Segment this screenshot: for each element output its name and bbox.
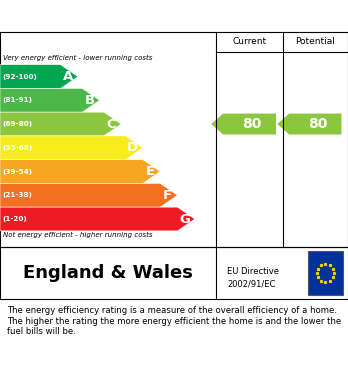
Text: Current: Current <box>232 38 267 47</box>
Text: England & Wales: England & Wales <box>23 264 193 282</box>
Text: (39-54): (39-54) <box>3 169 33 174</box>
Text: Energy Efficiency Rating: Energy Efficiency Rating <box>64 9 284 23</box>
Text: B: B <box>85 94 95 107</box>
Text: (1-20): (1-20) <box>3 216 27 222</box>
Text: A: A <box>63 70 73 83</box>
Polygon shape <box>0 112 121 136</box>
Text: (55-68): (55-68) <box>3 145 33 151</box>
Text: (81-91): (81-91) <box>3 97 33 103</box>
Text: D: D <box>127 141 139 154</box>
Polygon shape <box>0 88 100 112</box>
Text: Potential: Potential <box>295 38 335 47</box>
Text: (21-38): (21-38) <box>3 192 33 198</box>
Polygon shape <box>0 183 177 207</box>
Polygon shape <box>0 65 78 88</box>
Text: Very energy efficient - lower running costs: Very energy efficient - lower running co… <box>3 55 152 61</box>
Text: (69-80): (69-80) <box>3 121 33 127</box>
Text: E: E <box>145 165 155 178</box>
Polygon shape <box>0 160 160 183</box>
Text: 2002/91/EC: 2002/91/EC <box>227 280 275 289</box>
Text: 80: 80 <box>243 117 262 131</box>
Text: The energy efficiency rating is a measure of the overall efficiency of a home. T: The energy efficiency rating is a measur… <box>7 307 341 336</box>
Bar <box>308 251 343 295</box>
Text: C: C <box>106 118 116 131</box>
Text: F: F <box>163 189 172 202</box>
Text: EU Directive: EU Directive <box>227 267 279 276</box>
Text: G: G <box>179 212 190 226</box>
Polygon shape <box>0 136 143 160</box>
Text: (92-100): (92-100) <box>3 74 38 79</box>
Polygon shape <box>0 207 195 231</box>
Polygon shape <box>211 114 276 135</box>
Polygon shape <box>277 114 341 135</box>
Text: Not energy efficient - higher running costs: Not energy efficient - higher running co… <box>3 232 152 238</box>
Text: 80: 80 <box>308 117 327 131</box>
